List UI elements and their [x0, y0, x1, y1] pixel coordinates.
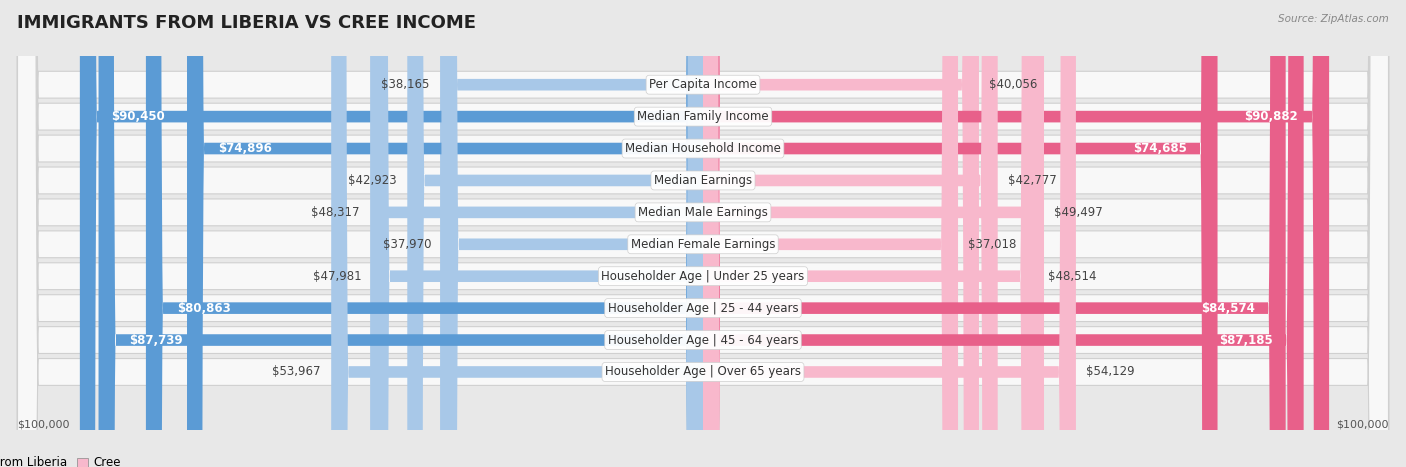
FancyBboxPatch shape	[17, 0, 1389, 467]
FancyBboxPatch shape	[703, 0, 1303, 467]
Text: $54,129: $54,129	[1087, 366, 1135, 378]
Text: $48,514: $48,514	[1047, 270, 1097, 283]
FancyBboxPatch shape	[703, 0, 957, 467]
FancyBboxPatch shape	[703, 0, 998, 467]
Text: Source: ZipAtlas.com: Source: ZipAtlas.com	[1278, 14, 1389, 24]
FancyBboxPatch shape	[17, 0, 1389, 467]
Text: Householder Age | 25 - 44 years: Householder Age | 25 - 44 years	[607, 302, 799, 315]
Text: $87,739: $87,739	[129, 333, 183, 347]
FancyBboxPatch shape	[17, 0, 1389, 467]
Text: Median Male Earnings: Median Male Earnings	[638, 206, 768, 219]
Text: $74,896: $74,896	[218, 142, 271, 155]
FancyBboxPatch shape	[80, 0, 703, 467]
FancyBboxPatch shape	[17, 0, 1389, 467]
FancyBboxPatch shape	[703, 0, 1038, 467]
Text: $38,165: $38,165	[381, 78, 430, 91]
Text: Householder Age | 45 - 64 years: Householder Age | 45 - 64 years	[607, 333, 799, 347]
Text: $42,923: $42,923	[349, 174, 396, 187]
Text: $53,967: $53,967	[273, 366, 321, 378]
FancyBboxPatch shape	[703, 0, 1285, 467]
FancyBboxPatch shape	[17, 0, 1389, 467]
Text: Householder Age | Over 65 years: Householder Age | Over 65 years	[605, 366, 801, 378]
FancyBboxPatch shape	[703, 0, 1218, 467]
Text: $80,863: $80,863	[177, 302, 231, 315]
Text: Median Earnings: Median Earnings	[654, 174, 752, 187]
Text: Median Female Earnings: Median Female Earnings	[631, 238, 775, 251]
FancyBboxPatch shape	[146, 0, 703, 467]
Text: Median Household Income: Median Household Income	[626, 142, 780, 155]
Text: Per Capita Income: Per Capita Income	[650, 78, 756, 91]
Text: $74,685: $74,685	[1133, 142, 1187, 155]
Text: $49,497: $49,497	[1054, 206, 1104, 219]
Text: $100,000: $100,000	[17, 419, 70, 429]
Text: Median Family Income: Median Family Income	[637, 110, 769, 123]
Text: $90,450: $90,450	[111, 110, 165, 123]
FancyBboxPatch shape	[17, 0, 1389, 467]
FancyBboxPatch shape	[370, 0, 703, 467]
Text: $48,317: $48,317	[311, 206, 360, 219]
FancyBboxPatch shape	[17, 0, 1389, 467]
FancyBboxPatch shape	[373, 0, 703, 467]
Text: $84,574: $84,574	[1201, 302, 1254, 315]
FancyBboxPatch shape	[703, 0, 1329, 467]
Text: $37,970: $37,970	[382, 238, 432, 251]
FancyBboxPatch shape	[17, 0, 1389, 467]
FancyBboxPatch shape	[98, 0, 703, 467]
FancyBboxPatch shape	[441, 0, 703, 467]
FancyBboxPatch shape	[332, 0, 703, 467]
Text: $87,185: $87,185	[1219, 333, 1272, 347]
Text: IMMIGRANTS FROM LIBERIA VS CREE INCOME: IMMIGRANTS FROM LIBERIA VS CREE INCOME	[17, 14, 475, 32]
Text: $42,777: $42,777	[1008, 174, 1057, 187]
FancyBboxPatch shape	[408, 0, 703, 467]
Text: $90,882: $90,882	[1244, 110, 1298, 123]
FancyBboxPatch shape	[703, 0, 1076, 467]
FancyBboxPatch shape	[703, 0, 1045, 467]
Text: $37,018: $37,018	[969, 238, 1017, 251]
Legend: Immigrants from Liberia, Cree: Immigrants from Liberia, Cree	[0, 452, 125, 467]
FancyBboxPatch shape	[440, 0, 703, 467]
FancyBboxPatch shape	[17, 0, 1389, 467]
FancyBboxPatch shape	[17, 0, 1389, 467]
FancyBboxPatch shape	[703, 0, 979, 467]
Text: $47,981: $47,981	[314, 270, 363, 283]
Text: Householder Age | Under 25 years: Householder Age | Under 25 years	[602, 270, 804, 283]
Text: $40,056: $40,056	[990, 78, 1038, 91]
Text: $100,000: $100,000	[1336, 419, 1389, 429]
FancyBboxPatch shape	[187, 0, 703, 467]
